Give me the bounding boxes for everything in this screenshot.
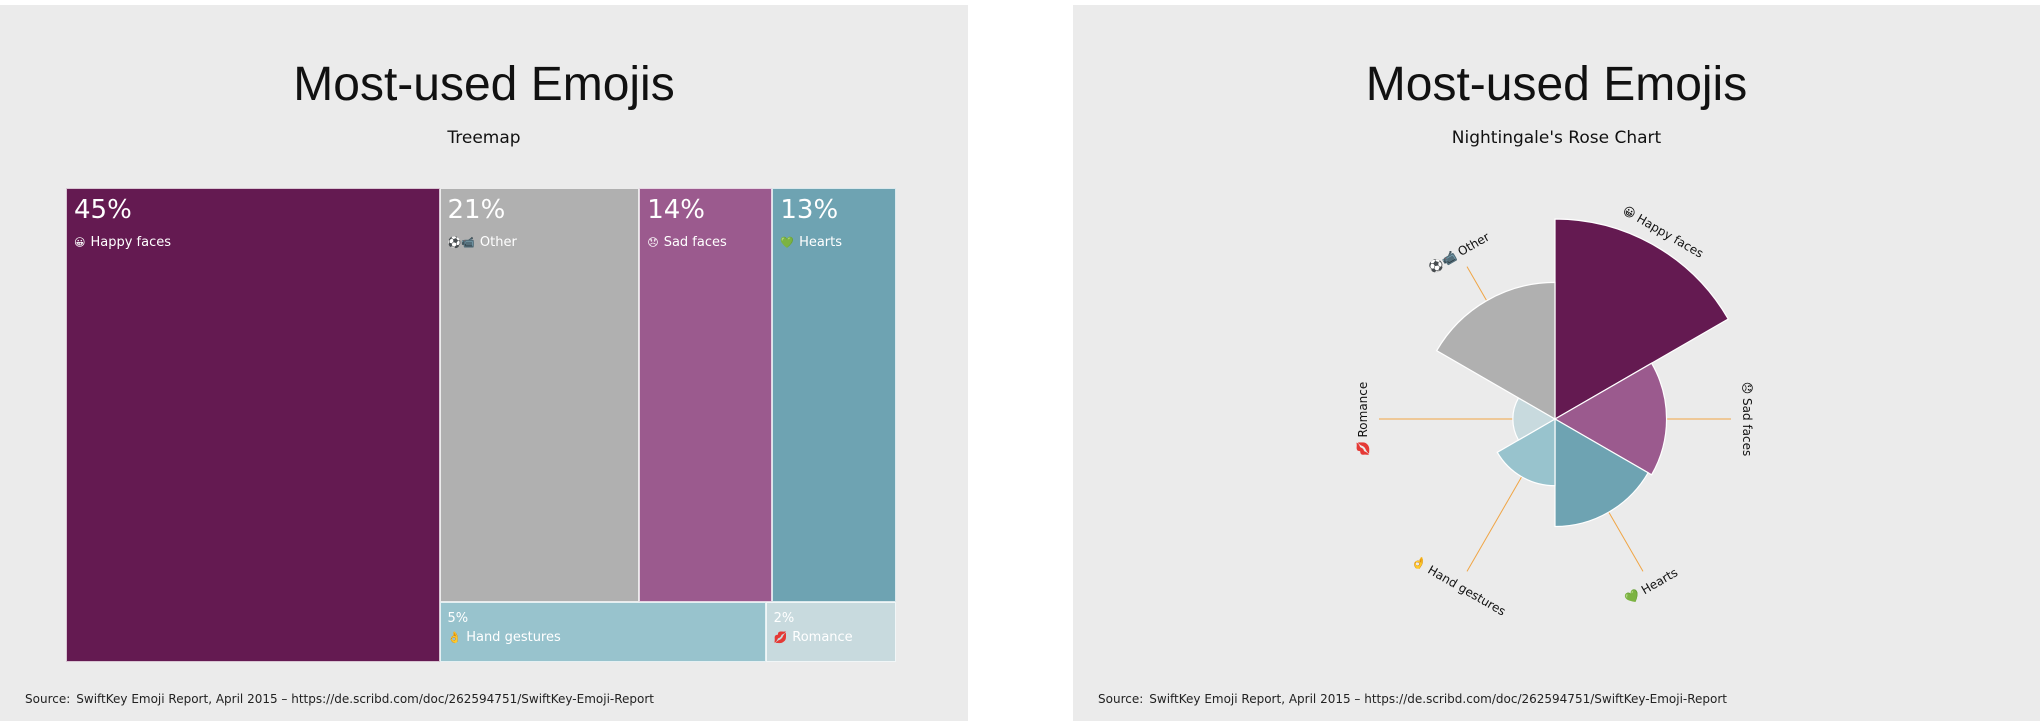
treemap-cell-name: Sad faces bbox=[663, 235, 727, 250]
treemap-cell-name: Hand gestures bbox=[466, 629, 561, 645]
treemap-cell-name: Other bbox=[479, 235, 517, 250]
rose-wedge-sad-faces bbox=[1553, 362, 1668, 476]
treemap-chart: 45% 😀 Happy faces 21% ⚽📹 Other 14% 😞 Sad faces 13… bbox=[66, 188, 896, 662]
source-label: Source: bbox=[25, 692, 71, 706]
rose-title: Most-used Emojis bbox=[1365, 58, 1748, 111]
treemap-cell-hearts: 13% 💚 Hearts bbox=[772, 188, 896, 602]
treemap-cell-emoji: 😀 bbox=[74, 236, 86, 249]
treemap-cell-emoji: 💚 bbox=[780, 236, 795, 249]
rose-wedge-happy-faces bbox=[1554, 218, 1730, 421]
treemap-cell-emoji: 👌 bbox=[447, 630, 462, 644]
treemap-cell-percent: 2% bbox=[773, 610, 795, 626]
treemap-cell-percent: 5% bbox=[447, 610, 469, 626]
rose-label-romance: 💋 Romance bbox=[1356, 382, 1370, 457]
rose-wedge-romance bbox=[1512, 397, 1557, 441]
rose-panel: Most-used Emojis Nightingale's Rose Char… bbox=[1073, 5, 2040, 721]
treemap-cell-hand-gestures: 5% 👌 Hand gestures bbox=[439, 601, 766, 662]
treemap-cell-name: Happy faces bbox=[90, 235, 172, 250]
treemap-cell-percent: 13% bbox=[780, 195, 839, 225]
treemap-cell-label: 👌 Hand gestures bbox=[448, 630, 561, 645]
source-label: Source: bbox=[1098, 692, 1144, 706]
rose-source: Source: SwiftKey Emoji Report, April 2015… bbox=[1098, 692, 1727, 706]
treemap-cell-percent: 14% bbox=[647, 195, 706, 225]
rose-wedge-other bbox=[1435, 281, 1556, 421]
rose-label-sad-faces: 😞 Sad faces bbox=[1740, 382, 1754, 457]
treemap-cell-percent: 21% bbox=[447, 195, 506, 225]
treemap-panel: Most-used Emojis Treemap 45% 😀 Happy faces… bbox=[0, 5, 968, 721]
treemap-cell-name: Hearts bbox=[799, 235, 843, 250]
treemap-cell-name: Romance bbox=[792, 629, 853, 645]
rose-subtitle: Nightingale's Rose Chart bbox=[1451, 128, 1662, 148]
treemap-cell-label: 💚 Hearts bbox=[780, 235, 842, 250]
treemap-cell-sad-faces: 14% 😞 Sad faces bbox=[639, 188, 773, 602]
rose-label-other: ⚽📹 Other bbox=[1425, 230, 1492, 277]
treemap-cell-happy-faces: 45% 😀 Happy faces bbox=[66, 188, 440, 662]
source-text: SwiftKey Emoji Report, April 2015 – http… bbox=[1149, 692, 1728, 706]
treemap-source: Source: SwiftKey Emoji Report, April 2015… bbox=[25, 692, 654, 706]
treemap-cell-percent: 45% bbox=[74, 195, 132, 225]
rose-leader-hand-gestures bbox=[1466, 462, 1531, 572]
treemap-title: Most-used Emojis bbox=[293, 58, 675, 111]
treemap-cell-label: 💋 Romance bbox=[774, 630, 853, 645]
treemap-cell-label: 😞 Sad faces bbox=[647, 235, 727, 250]
source-text: SwiftKey Emoji Report, April 2015 – http… bbox=[76, 692, 655, 706]
rose-wedge-hand-gestures bbox=[1496, 417, 1556, 487]
treemap-cell-emoji: 💋 bbox=[773, 630, 788, 644]
treemap-cell-romance: 2% 💋 Romance bbox=[765, 601, 896, 662]
rose-chart: 😀 Happy faces😞 Sad faces💚 Hearts👌 Hand g… bbox=[1356, 203, 1754, 618]
treemap-cell-label: ⚽📹 Other bbox=[448, 235, 517, 250]
treemap-cell-label: 😀 Happy faces bbox=[74, 235, 171, 250]
rose-label-hand-gestures: 👌 Hand gestures bbox=[1409, 553, 1508, 618]
treemap-cell-emoji: ⚽📹 bbox=[447, 236, 475, 249]
rose-label-hearts: 💚 Hearts bbox=[1623, 565, 1681, 606]
treemap-cell-emoji: 😞 bbox=[647, 236, 659, 249]
treemap-cell-other: 21% ⚽📹 Other bbox=[439, 188, 640, 602]
treemap-subtitle: Treemap bbox=[447, 128, 521, 148]
rose-wedge-hearts bbox=[1554, 417, 1649, 528]
